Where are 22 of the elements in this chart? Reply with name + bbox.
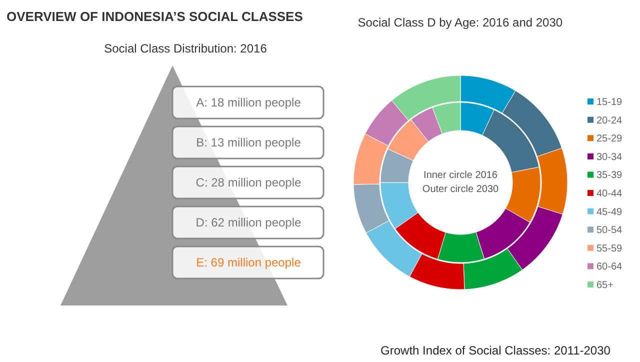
legend-label: 35-39 xyxy=(596,170,623,182)
text: OVERVIEW OF INDONESIA’S SOCIAL CLASSES xyxy=(6,9,304,24)
legend-label: 40-44 xyxy=(596,188,623,200)
legend-label: 55-59 xyxy=(596,243,623,254)
text: Social Class Distribution: 2016 xyxy=(104,42,268,56)
legend-label: 20-24 xyxy=(596,115,623,126)
legend-label: 60-64 xyxy=(596,262,623,273)
legend-label: 50-54 xyxy=(596,225,623,236)
text: A: 18 million people xyxy=(196,96,302,110)
text: Inner circle 2016 xyxy=(424,170,498,181)
text: E: 69 million people xyxy=(196,256,302,270)
text: D: 62 million people xyxy=(196,216,302,230)
text: B: 13 million people xyxy=(196,136,302,150)
text: Outer circle 2030 xyxy=(422,184,500,195)
legend-label: 45-49 xyxy=(596,206,623,218)
legend-label: 30-34 xyxy=(596,152,623,163)
legend-label: 65+ xyxy=(596,280,614,291)
chart-title: Social Class D by Age: 2016 and 2030 xyxy=(358,16,563,30)
legend-label: 15-19 xyxy=(596,97,623,108)
legend-label: 25-29 xyxy=(596,134,623,145)
text: C: 28 million people xyxy=(196,176,302,190)
text: Growth Index of Social Classes: 2011-2030 xyxy=(380,344,611,358)
